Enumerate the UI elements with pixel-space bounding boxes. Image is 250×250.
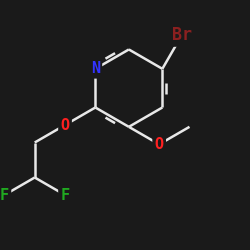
Text: N: N <box>91 61 100 76</box>
Text: O: O <box>60 118 70 132</box>
Text: F: F <box>60 188 70 202</box>
Text: Br: Br <box>172 26 192 44</box>
Text: F: F <box>0 188 9 202</box>
Text: O: O <box>154 137 164 152</box>
